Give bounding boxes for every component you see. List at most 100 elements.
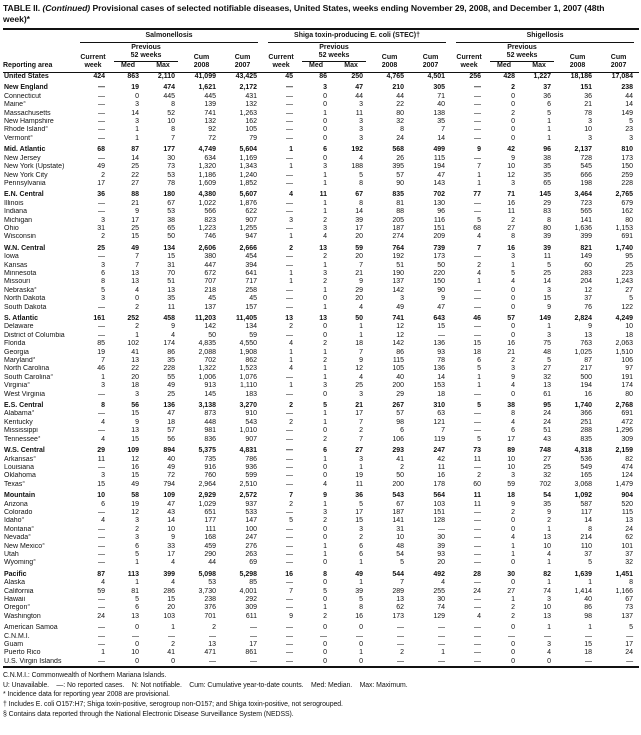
cell-value: 174: [621, 382, 634, 390]
cell-value: 0: [511, 641, 516, 649]
cell-value: 3: [359, 390, 364, 398]
cell-value: 174: [163, 340, 175, 348]
cell-value: 8: [101, 278, 105, 286]
cell-value: 1: [323, 410, 328, 418]
cell-value: 0: [323, 596, 328, 603]
cell-value: 2,606: [198, 244, 216, 252]
cell-value: 101: [621, 542, 634, 550]
cell-value: 162: [245, 118, 258, 126]
cell-value: —: [585, 632, 593, 640]
cell-value: 40: [437, 101, 446, 109]
footnote-section: § Contains data reported through the Nat…: [3, 710, 294, 718]
cell-value: 223: [621, 269, 634, 277]
cell-value: 25: [355, 382, 364, 390]
cell-value: 209: [433, 233, 446, 241]
cell-value: 218: [204, 286, 216, 294]
cell-value: 12: [584, 286, 593, 294]
cell-value: 3: [323, 163, 328, 171]
cell-value: 2: [511, 604, 516, 612]
cell-value: 39: [543, 244, 552, 252]
cell-value: 22: [131, 171, 139, 179]
cell-value: —: [286, 286, 294, 294]
cell-value: 121: [433, 418, 446, 426]
cell-value: 1: [323, 500, 328, 508]
cell-value: 21: [131, 199, 139, 207]
cell-value: 57: [167, 427, 175, 435]
cell-value: 2,137: [574, 146, 593, 154]
cell-value: 200: [392, 480, 405, 488]
cell-value: 37: [584, 295, 593, 303]
cell-value: 7: [359, 261, 364, 269]
cell-value: 6: [323, 146, 328, 154]
cell-value: 65: [543, 179, 552, 187]
cell-value: 4: [171, 331, 175, 339]
cell-value: 16: [355, 612, 364, 620]
cell-value: 1: [547, 559, 552, 567]
cell-value: 17: [131, 216, 139, 224]
cell-value: 1,908: [239, 348, 258, 356]
cell-value: 13: [584, 331, 593, 339]
cell-value: 59: [249, 331, 258, 339]
cell-value: 1: [101, 373, 105, 381]
cell-value: 1: [323, 550, 328, 558]
cell-value: 2: [511, 84, 516, 92]
cell-value: —: [286, 657, 294, 665]
cell-value: 1: [359, 323, 364, 331]
cell-value: 11,203: [194, 315, 216, 322]
cell-value: 1: [359, 331, 364, 339]
cell-value: 86: [396, 348, 405, 356]
cell-value: 1: [323, 604, 328, 612]
cell-value: 83: [543, 208, 552, 216]
row-area-label: Kentucky: [4, 418, 33, 426]
cell-value: 105: [392, 365, 405, 373]
cell-value: 7: [101, 357, 105, 365]
cell-value: 47: [437, 303, 446, 311]
table-title: TABLE II. (Continued) Provisional cases …: [3, 3, 633, 25]
cell-value: 4: [441, 579, 446, 587]
cell-value: 18: [167, 418, 175, 426]
cell-value: —: [286, 624, 294, 632]
cell-value: 51: [167, 278, 175, 286]
cell-value: 2: [323, 517, 328, 525]
cell-value: 74: [437, 604, 446, 612]
cell-value: 0: [511, 118, 516, 126]
cell-value: 145: [204, 390, 216, 398]
cell-value: 25: [131, 163, 139, 171]
cell-value: 666: [580, 171, 593, 179]
cell-value: 2: [289, 500, 294, 508]
table-title-continued: (Continued): [42, 3, 91, 13]
row-area-label: Texas§: [4, 480, 25, 488]
table-row: Oklahoma 3 15 72 760 599 — 0 19 50 16 2 3 32 165 124: [3, 472, 639, 480]
cell-value: 78: [167, 179, 175, 187]
cell-value: 543: [245, 418, 258, 426]
cell-value: 21: [507, 348, 516, 356]
cell-value: 1: [511, 261, 516, 269]
cell-value: 56: [131, 402, 139, 410]
cell-value: 9: [511, 373, 516, 381]
cell-value: 1: [323, 286, 328, 294]
cell-value: 1,025: [574, 348, 593, 356]
cell-value: 27: [507, 587, 516, 595]
cell-value: 93: [437, 348, 446, 356]
cell-value: 44: [396, 92, 405, 100]
cell-value: —: [98, 624, 105, 632]
subheader-row-2: Med Max Med Max Med Max: [3, 62, 639, 73]
cell-value: 4: [323, 233, 328, 241]
table-row: Arkansas§ 11 12 40 735 786 — 1 3 41 42 11 10 27 536 82: [3, 456, 639, 464]
cell-value: 3,730: [198, 587, 216, 595]
cell-value: 0: [323, 472, 328, 480]
row-area-label: W.N. Central: [4, 244, 46, 252]
cell-value: —: [286, 134, 294, 142]
table-row: E.S. Central 8 56 136 3,138 3,270 2 5 21 267 310 5 3…: [3, 399, 639, 410]
cell-value: —: [98, 604, 105, 612]
cell-value: —: [474, 208, 482, 216]
cell-value: —: [474, 550, 482, 558]
cell-value: —: [286, 331, 294, 339]
cell-value: 5: [547, 109, 552, 117]
cell-value: 54: [396, 550, 405, 558]
cell-value: 259: [621, 171, 634, 179]
row-area-label: Massachusetts: [4, 109, 51, 117]
cell-value: 11: [437, 463, 446, 471]
cell-value: 823: [204, 216, 216, 224]
cell-value: 153: [433, 382, 446, 390]
